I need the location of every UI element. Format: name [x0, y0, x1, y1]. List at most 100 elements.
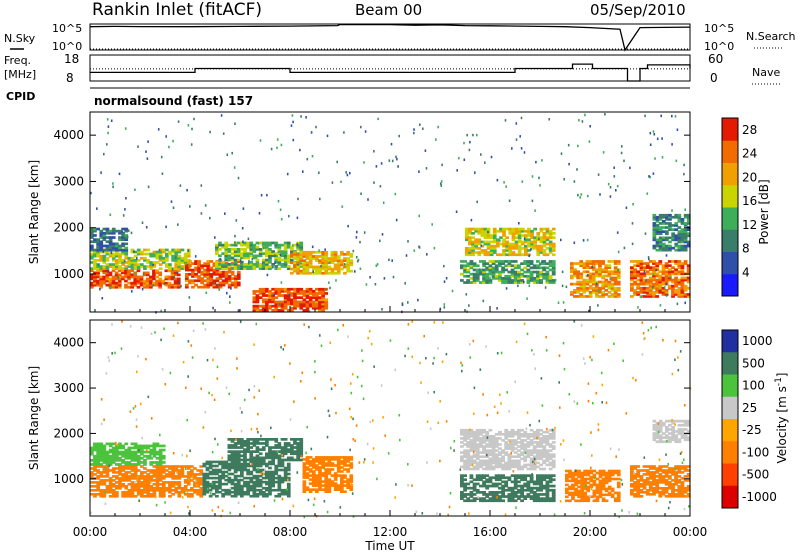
scatter-echo: [121, 230, 124, 234]
echo-cell-2: [90, 248, 94, 252]
echo-cell-0: [140, 473, 144, 476]
echo-cell-0: [145, 277, 150, 281]
echo-cell-3: [286, 456, 291, 460]
echo-cell-3: [194, 262, 198, 265]
echo-cell-7: [520, 268, 524, 272]
echo-cell-0: [127, 465, 132, 468]
scatter-echo: [476, 200, 478, 204]
scatter-echo: [177, 120, 180, 123]
echo-cell-8: [551, 236, 556, 239]
scatter-echo: [419, 123, 421, 126]
echo-cell-9: [601, 284, 605, 288]
echo-cell-9: [610, 278, 615, 282]
echo-cell-0: [180, 465, 185, 468]
echo-cell-2: [227, 492, 232, 496]
echo-cell-5: [532, 459, 537, 463]
echo-cell-4: [333, 474, 338, 477]
echo-cell-4: [243, 265, 247, 268]
echo-cell-9: [607, 286, 612, 290]
echo-cell-7: [498, 260, 502, 263]
echo-cell-4: [249, 260, 254, 264]
echo-cell-1: [105, 263, 110, 266]
scatter-echo: [425, 167, 428, 170]
echo-cell-6: [520, 491, 524, 494]
echo-cell-4: [283, 245, 288, 249]
echo-cell-3: [197, 264, 201, 268]
echo-cell-9: [591, 262, 596, 265]
echo-cell-2: [233, 484, 238, 488]
scatter-echo: [123, 259, 126, 263]
echo-cell-4: [280, 243, 285, 247]
echo-cell-4: [315, 480, 319, 483]
echo-cell-3: [209, 279, 214, 283]
scatter-echo: [237, 309, 240, 312]
echo-cell-0: [105, 475, 110, 478]
echo-cell-1: [130, 459, 135, 462]
echo-cell-0: [90, 493, 94, 496]
echo-cell-2: [277, 474, 282, 478]
echo-cell-4: [327, 456, 332, 459]
echo-cell-5: [290, 309, 294, 312]
echo-cell-0: [167, 283, 172, 287]
echo-cell-8: [514, 240, 519, 244]
echo-cell-3: [230, 452, 235, 456]
echo-cell-0: [111, 493, 116, 496]
echo-cell-6: [529, 488, 534, 492]
echo-cell-5: [305, 287, 310, 291]
echo-cell-11: [665, 230, 669, 233]
echo-cell-6: [488, 476, 493, 480]
echo-cell-7: [592, 493, 597, 497]
echo-cell-8: [520, 234, 525, 237]
echo-cell-1: [152, 252, 157, 256]
echo-cell-3: [206, 270, 211, 274]
echo-cell-10: [658, 282, 663, 286]
scatter-echo: [609, 186, 612, 189]
scatter-echo: [456, 169, 458, 172]
echo-cell-5: [482, 447, 486, 450]
echo-cell-3: [299, 444, 304, 447]
echo-cell-0: [111, 475, 116, 478]
echo-cell-2: [93, 238, 97, 241]
echo-cell-7: [551, 270, 556, 274]
echo-cell-3: [249, 454, 254, 458]
echo-cell-1: [111, 456, 116, 460]
echo-cell-8: [483, 236, 488, 239]
echo-cell-7: [507, 274, 512, 278]
scatter-echo: [484, 161, 486, 164]
echo-cell-0: [96, 269, 100, 273]
scatter-echo: [97, 263, 100, 267]
echo-cell-9: [591, 260, 596, 263]
echo-cell-7: [529, 260, 534, 263]
echo-cell-1: [124, 456, 129, 460]
echo-cell-0: [152, 271, 156, 275]
echo-cell-7: [536, 277, 540, 280]
echo-cell-1: [161, 248, 166, 252]
echo-cell-1: [152, 263, 157, 266]
echo-cell-8: [499, 253, 503, 257]
echo-cell-7: [520, 281, 524, 284]
scatter-echo: [517, 284, 519, 288]
echo-cell-6: [542, 497, 547, 500]
echo-cell-5: [274, 292, 279, 295]
echo-cell-5: [507, 443, 512, 446]
echo-cell-2: [252, 482, 257, 486]
echo-cell-11: [655, 228, 660, 231]
echo-cell-4: [215, 260, 219, 264]
echo-cell-6: [336, 263, 341, 267]
echo-cell-0: [171, 481, 175, 484]
scatter-echo: [127, 229, 130, 232]
echo-cell-1: [165, 256, 169, 260]
echo-cell-10: [677, 286, 682, 290]
echo-cell-0: [108, 469, 113, 472]
echo-cell-1: [130, 454, 135, 458]
echo-cell-6: [336, 269, 341, 273]
echo-cell-10: [680, 284, 685, 288]
echo-cell-5: [469, 457, 474, 461]
echo-cell-6: [302, 253, 307, 256]
echo-cell-2: [218, 468, 222, 472]
echo-cell-2: [252, 488, 257, 492]
power-colorbar-frame: [721, 117, 739, 297]
echo-cell-3: [233, 454, 238, 458]
echo-cell-0: [105, 275, 110, 279]
echo-cell-0: [121, 269, 125, 273]
